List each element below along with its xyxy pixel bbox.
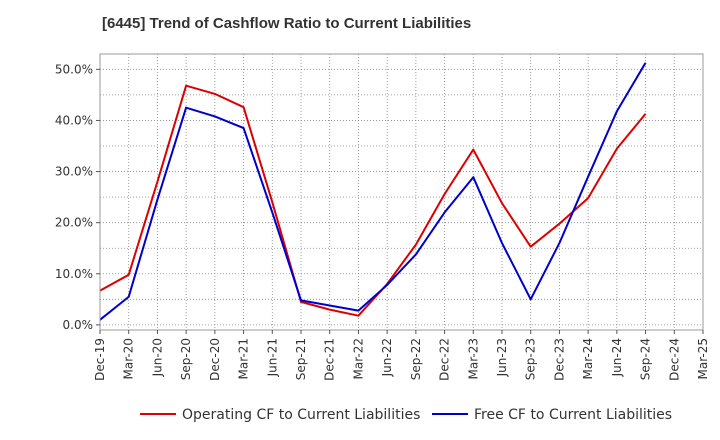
x-tick-label: Mar-25 [696, 338, 710, 379]
x-tick-label: Jun-20 [150, 338, 164, 377]
legend-item-free-cf: Free CF to Current Liabilities [432, 407, 672, 423]
x-tick-label: Dec-22 [438, 338, 452, 381]
x-tick-label: Mar-24 [581, 338, 595, 379]
x-tick-label: Jun-21 [265, 338, 279, 377]
series-line-free-cf [99, 62, 647, 321]
x-tick-label: Jun-24 [610, 338, 624, 377]
x-tick-label: Jun-22 [380, 338, 394, 377]
x-tick-label: Sep-22 [409, 338, 423, 380]
x-tick-label: Jun-23 [495, 338, 509, 377]
legend-label: Operating CF to Current Liabilities [182, 407, 420, 423]
legend-label: Free CF to Current Liabilities [474, 407, 672, 423]
series-lines [99, 62, 647, 321]
y-tick-label: 50.0% [55, 62, 93, 76]
y-tick-label: 40.0% [55, 113, 93, 127]
x-tick-label: Sep-23 [524, 338, 538, 380]
x-tick-label: Mar-20 [122, 338, 136, 379]
x-axis-ticks: Dec-19 Mar-20 Jun-20 Sep-20 Dec-20 Mar-21 Jun-… [93, 330, 710, 381]
x-tick-label: Sep-21 [294, 338, 308, 380]
x-tick-label: Dec-21 [323, 338, 337, 381]
x-tick-label: Sep-24 [639, 338, 653, 380]
y-tick-label: 30.0% [55, 165, 93, 179]
x-tick-label: Mar-21 [237, 338, 251, 379]
x-tick-label: Sep-20 [179, 338, 193, 380]
x-tick-label: Dec-19 [93, 338, 107, 381]
x-tick-label: Mar-23 [466, 338, 480, 379]
y-tick-label: 10.0% [55, 267, 93, 281]
legend: Operating CF to Current Liabilities Free … [140, 407, 672, 423]
plot-area-frame [99, 53, 704, 331]
y-tick-label: 20.0% [55, 216, 93, 230]
x-tick-label: Mar-22 [351, 338, 365, 379]
x-tick-label: Dec-24 [667, 338, 681, 381]
grid-lines [99, 54, 704, 330]
y-tick-label: 0.0% [63, 318, 94, 332]
legend-item-operating-cf: Operating CF to Current Liabilities [140, 407, 420, 423]
x-tick-label: Dec-23 [552, 338, 566, 381]
y-axis-ticks: 0.0% 10.0% 20.0% 30.0% 40.0% 50.0% [55, 62, 100, 332]
x-tick-label: Dec-20 [208, 338, 222, 381]
chart-title: [6445] Trend of Cashflow Ratio to Curren… [102, 15, 472, 32]
series-line-operating-cf [99, 84, 647, 317]
